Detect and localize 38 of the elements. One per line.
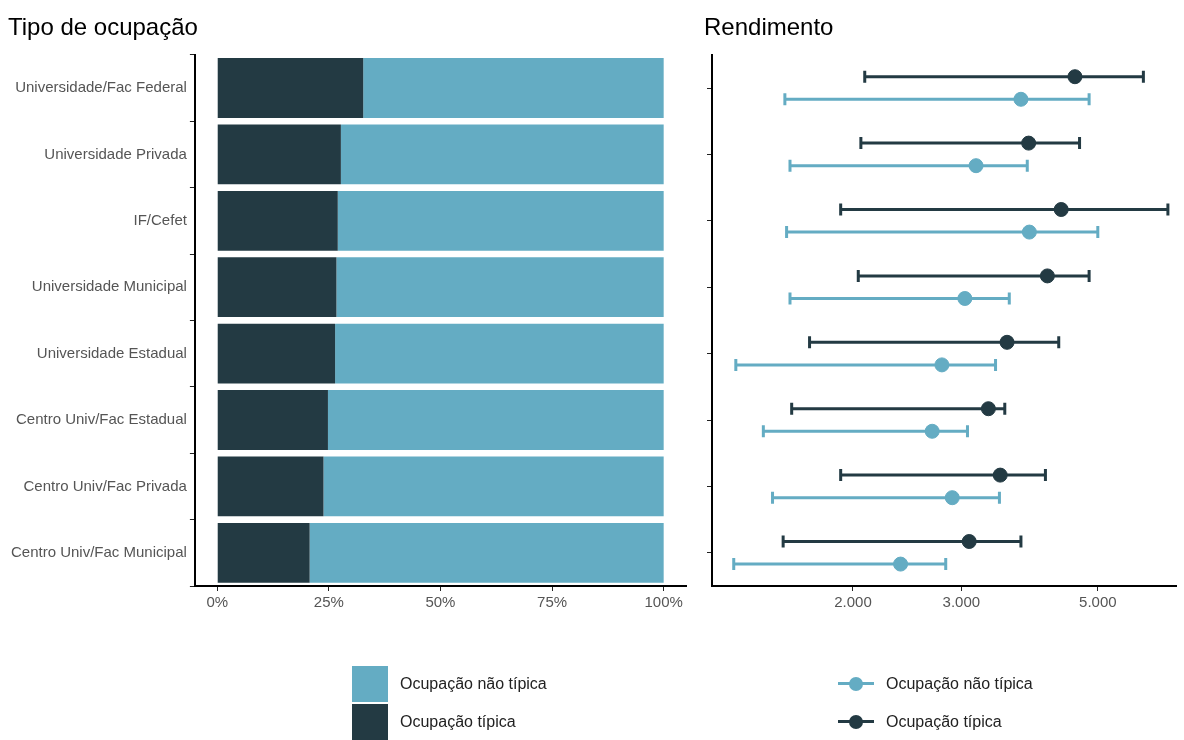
bar [217,124,341,185]
bar [217,390,328,450]
chart-title: Tipo de ocupação [8,13,198,41]
bar [217,456,324,517]
bar [327,390,664,450]
bar [217,323,336,384]
y-tick-label: Centro Univ/Fac Municipal [10,542,187,560]
x-tick-label: 100% [644,593,683,611]
y-tick-label: Universidade Estadual [36,343,187,361]
y-tick-label: Universidade Municipal [31,277,187,295]
bar [217,190,338,251]
bar [217,257,337,318]
legend-label: Ocupação não típica [400,675,547,693]
x-tick-label: 25% [313,593,344,611]
x-tick-label: 75% [537,593,568,611]
y-tick-label: Universidade/Fac Federal [15,78,187,96]
bar [323,456,664,517]
bar [336,257,664,318]
chart-title: Rendimento [704,13,834,41]
x-tick-label: 3.000 [942,593,981,611]
legend-label: Ocupação não típica [886,675,1033,693]
bar [217,522,310,583]
y-tick-label: Centro Univ/Fac Estadual [15,410,187,428]
bar [340,124,664,185]
bar [309,522,664,583]
x-tick-label: 5.000 [1079,593,1117,611]
legend-label: Ocupação típica [400,713,516,731]
x-tick-label: 0% [206,593,229,611]
bar [337,190,664,251]
y-tick-label: Centro Univ/Fac Privada [23,476,188,494]
x-tick-label: 50% [425,593,456,611]
y-tick-label: IF/Cefet [133,210,188,228]
y-tick-label: Universidade Privada [44,144,188,162]
bar [335,323,664,384]
bar [363,58,664,118]
x-tick-label: 2.000 [834,593,872,611]
bar [217,58,364,118]
legend-label: Ocupação típica [886,713,1002,731]
